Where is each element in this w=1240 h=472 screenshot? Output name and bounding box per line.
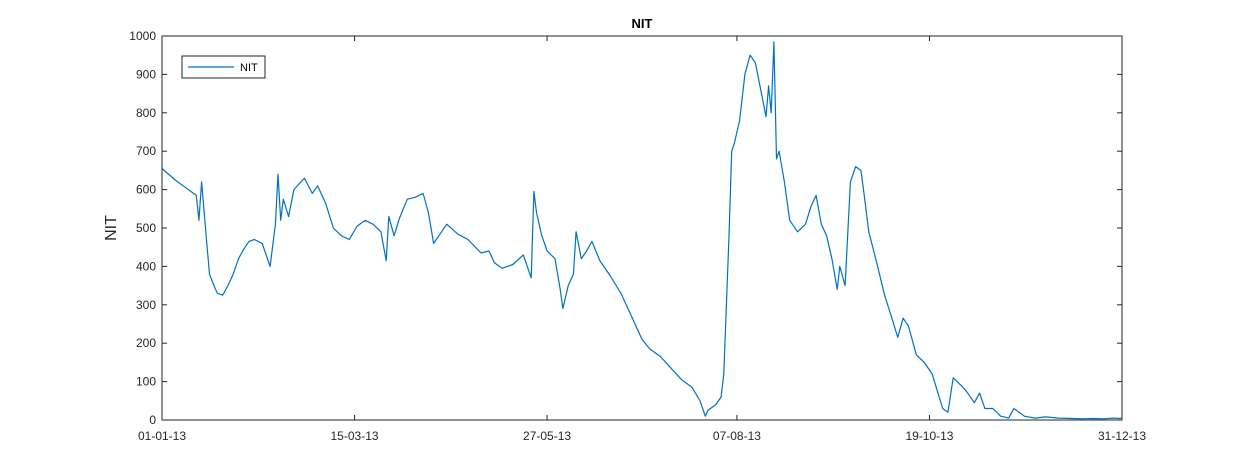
y-tick-label: 700 xyxy=(136,144,156,158)
x-axis: 01-01-13 15-03-13 27-05-13 07-08-13 19-10-13… xyxy=(138,36,1146,443)
y-axis: 0 100 200 300 400 500 600 700 800 900 1000 xyxy=(129,29,1122,427)
y-tick-label: 900 xyxy=(136,67,156,81)
y-tick-label: 400 xyxy=(136,259,156,273)
x-tick-label: 19-10-13 xyxy=(905,429,953,443)
x-tick-label: 31-12-13 xyxy=(1098,429,1146,443)
y-tick-label: 800 xyxy=(136,106,156,120)
y-tick-label: 0 xyxy=(149,413,156,427)
y-tick-label: 1000 xyxy=(129,29,156,43)
legend: NIT xyxy=(181,55,266,79)
y-tick-label: 500 xyxy=(136,221,156,235)
y-axis-title: NIT xyxy=(103,215,120,241)
y-tick-label: 200 xyxy=(136,336,156,350)
x-tick-label: 01-01-13 xyxy=(138,429,186,443)
plot-area xyxy=(161,35,1123,421)
chart-title: NIT xyxy=(632,16,653,31)
x-tick-label: 07-08-13 xyxy=(713,429,761,443)
y-tick-label: 100 xyxy=(136,375,156,389)
legend-entry-nit: NIT xyxy=(240,62,258,74)
y-tick-label: 300 xyxy=(136,298,156,312)
x-tick-label: 15-03-13 xyxy=(331,429,379,443)
y-tick-label: 600 xyxy=(136,183,156,197)
series-line-nit xyxy=(161,41,1123,420)
x-tick-label: 27-05-13 xyxy=(523,429,571,443)
